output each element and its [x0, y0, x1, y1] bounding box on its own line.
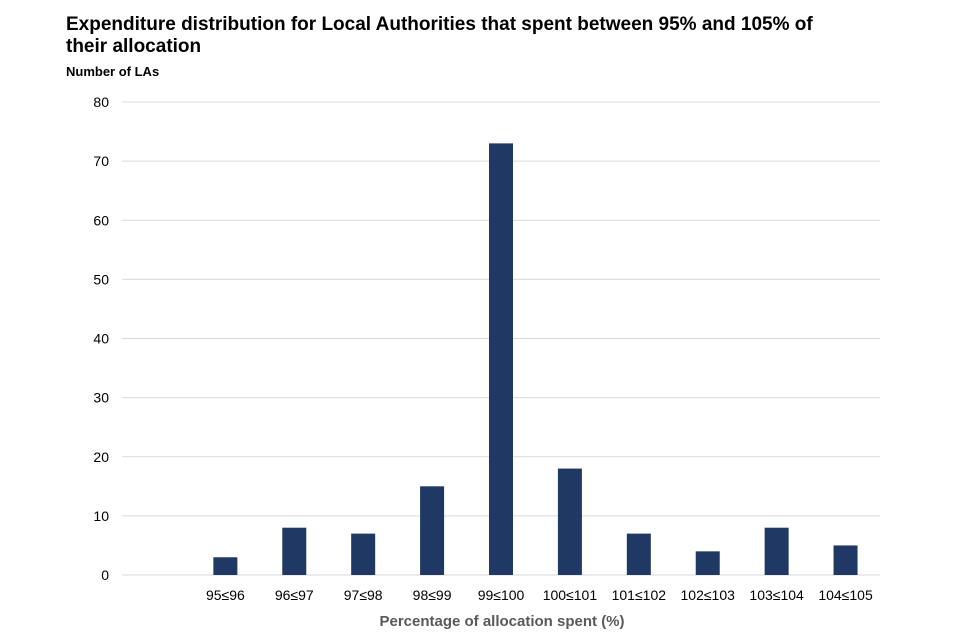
x-axis-label: Percentage of allocation spent (%) — [379, 613, 624, 630]
y-tick-label: 30 — [93, 390, 109, 406]
bar — [557, 468, 582, 575]
x-tick-label: 101≤102 — [612, 587, 667, 603]
y-tick-label: 10 — [93, 508, 109, 524]
y-tick-label: 60 — [93, 212, 109, 228]
y-axis-ticks: 0 10 20 30 40 50 60 70 80 — [93, 94, 109, 583]
x-tick-label: 96≤97 — [275, 587, 314, 603]
y-tick-label: 40 — [93, 331, 109, 347]
y-tick-label: 50 — [93, 271, 109, 287]
x-tick-label: 104≤105 — [818, 587, 873, 603]
y-tick-label: 20 — [93, 449, 109, 465]
bar — [420, 486, 445, 575]
bar — [282, 527, 307, 575]
chart-title: Expenditure distribution for Local Autho… — [66, 14, 813, 57]
x-tick-label: 102≤103 — [681, 587, 736, 603]
x-axis-ticks: 95≤96 96≤97 97≤98 98≤99 99≤100 100≤101 101≤102… — [206, 587, 873, 603]
x-tick-label: 103≤104 — [749, 587, 804, 603]
bar — [213, 557, 238, 575]
y-tick-label: 70 — [93, 153, 109, 169]
y-tick-label: 80 — [93, 94, 109, 110]
x-tick-label: 95≤96 — [206, 587, 245, 603]
bar — [695, 551, 720, 575]
bar — [489, 143, 513, 575]
y-tick-label: 0 — [101, 567, 109, 583]
bar — [626, 533, 651, 575]
bar — [833, 545, 858, 575]
y-axis-label: Number of LAs — [66, 64, 160, 79]
x-tick-label: 100≤101 — [543, 587, 598, 603]
x-tick-label: 99≤100 — [478, 587, 525, 603]
bar — [764, 527, 789, 575]
x-tick-label: 97≤98 — [344, 587, 383, 603]
bar — [351, 533, 376, 575]
bars — [213, 143, 858, 575]
x-tick-label: 98≤99 — [413, 587, 452, 603]
